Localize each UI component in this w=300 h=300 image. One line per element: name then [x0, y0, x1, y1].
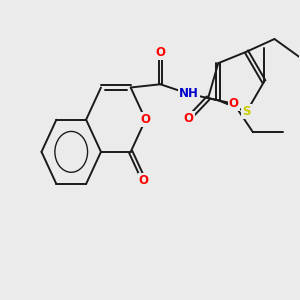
Text: O: O: [139, 174, 149, 187]
Text: NH: NH: [179, 87, 199, 101]
Text: O: O: [184, 112, 194, 125]
Text: S: S: [242, 105, 251, 118]
Text: O: O: [140, 113, 151, 126]
Text: O: O: [229, 97, 239, 110]
Text: O: O: [155, 46, 165, 59]
